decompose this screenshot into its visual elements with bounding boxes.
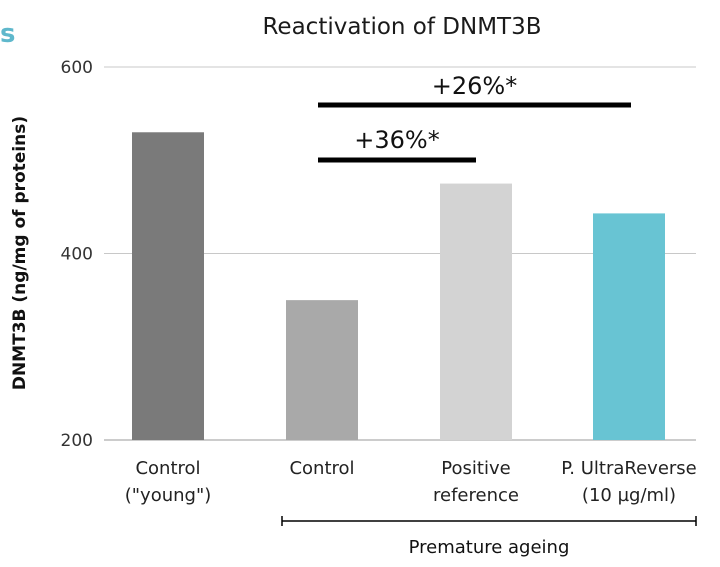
y-axis-label: DNMT3B (ng/mg of proteins) [10,116,30,390]
comparison-label-1: +36%* [354,126,439,154]
bars [132,132,665,440]
category-label-2-1: reference [433,485,519,506]
group-label: Premature ageing [409,537,570,558]
bar-0 [132,132,204,440]
chart-title: Reactivation of DNMT3B [262,14,541,40]
category-label-0-1: ("young") [125,485,212,506]
y-tick-labels: 200 400 600 [61,58,93,451]
corner-text-fragment: s [0,19,15,49]
category-labels: Control ("young") Control Positive reference… [125,458,697,506]
category-label-2-0: Positive [441,458,510,479]
bar-2 [440,183,512,440]
comparison-label-0: +26%* [432,72,517,100]
bar-1 [286,300,358,440]
group-bracket: Premature ageing [281,516,697,558]
category-label-3-0: P. UltraReverse [561,458,697,479]
category-label-3-1: (10 µg/ml) [582,485,676,506]
bar-3 [593,213,665,440]
significance-annotations: +26%* +36%* [318,72,631,163]
y-tick-label-600: 600 [61,58,93,78]
y-tick-label-200: 200 [61,431,93,451]
category-label-1-0: Control [289,458,354,479]
category-label-0-0: Control [135,458,200,479]
y-tick-label-400: 400 [61,245,93,265]
